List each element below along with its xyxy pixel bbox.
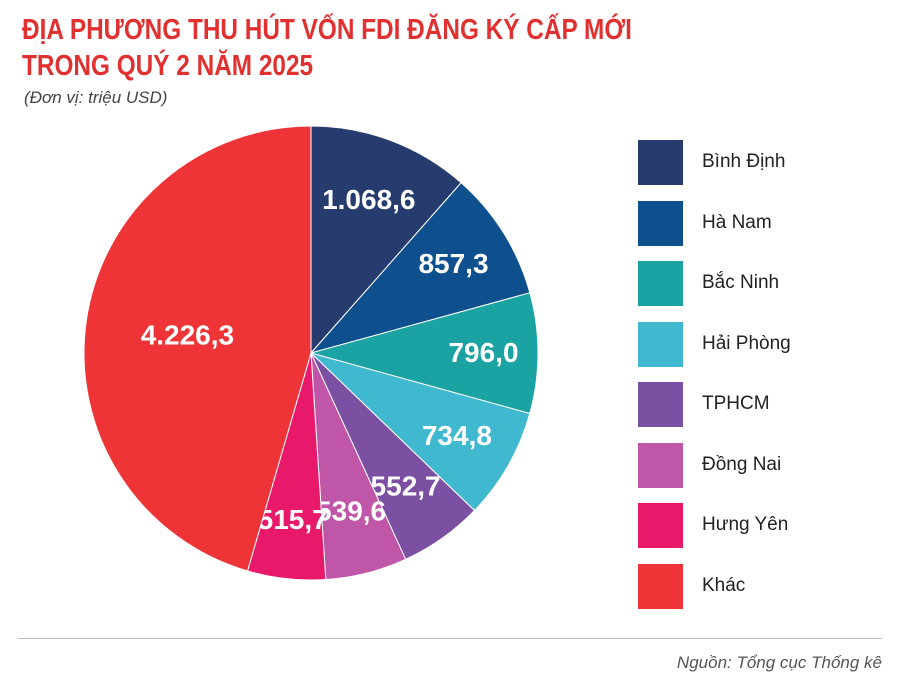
pie-slice-3 [309, 292, 539, 415]
slice-value-label-2: 857,3 [418, 248, 488, 279]
chart-title-line-2: TRONG QUÝ 2 NĂM 2025 [22, 50, 314, 82]
footer-divider [18, 638, 882, 639]
chart-title: ĐỊA PHƯƠNG THU HÚT VỐN FDI ĐĂNG KÝ CẤP M… [22, 12, 744, 84]
legend-swatch [638, 321, 683, 367]
legend-item-5: TPHCM [638, 382, 878, 428]
source-note: Nguồn: Tổng cục Thống kê [676, 653, 882, 672]
pie-slice-2 [309, 182, 531, 354]
legend-swatch [638, 503, 683, 548]
legend-swatch [638, 442, 683, 488]
legend-item-7: Hưng Yên [638, 503, 878, 549]
pie-slice-4 [310, 352, 531, 512]
unit-label: (Đơn vị: triệu USD) [24, 88, 168, 107]
legend-swatch [638, 563, 683, 609]
legend-label: Bình Định [702, 151, 786, 172]
chart-title-line-1: ĐỊA PHƯƠNG THU HÚT VỐN FDI ĐĂNG KÝ CẤP M… [22, 14, 632, 46]
legend-label: Hà Nam [702, 211, 772, 233]
pie-slice-1 [310, 125, 462, 355]
legend-label: TPHCM [702, 393, 770, 414]
legend-label: Bắc Ninh [702, 272, 780, 293]
slice-value-label-6: 539,6 [316, 496, 386, 527]
legend-swatch [638, 140, 683, 185]
slice-value-label-7: 515,7 [258, 504, 328, 535]
legend-swatch [638, 200, 683, 246]
legend-label: Khác [702, 574, 746, 596]
legend-item-1: Bình Định [638, 140, 878, 186]
legend-label: Đồng Nai [702, 453, 782, 475]
slice-value-label-8: 4.226,3 [141, 319, 234, 350]
pie-slice-8 [83, 125, 312, 572]
legend-item-6: Đồng Nai [638, 442, 878, 489]
legend-swatch [638, 261, 683, 306]
legend-label: Hải Phòng [702, 332, 791, 354]
slice-value-label-3: 796,0 [448, 337, 518, 368]
legend-label: Hưng Yên [702, 514, 789, 535]
legend-item-3: Bắc Ninh [638, 261, 878, 307]
slice-value-label-4: 734,8 [422, 420, 492, 451]
slice-value-label-5: 552,7 [371, 470, 441, 501]
legend-item-4: Hải Phòng [638, 321, 878, 368]
legend-item-2: Hà Nam [638, 200, 878, 247]
slice-value-label-1: 1.068,6 [322, 184, 415, 215]
legend-swatch [638, 382, 683, 427]
legend-item-8: Khác [638, 563, 878, 610]
